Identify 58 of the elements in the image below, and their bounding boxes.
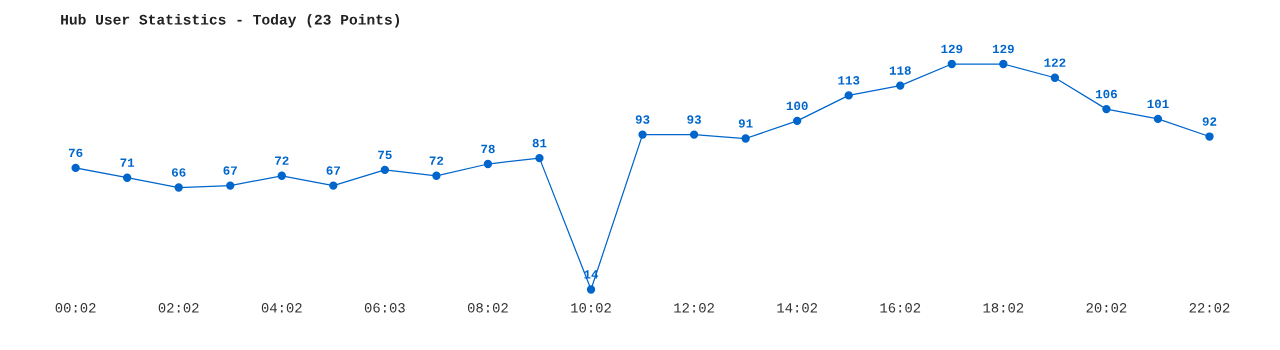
data-label: 100 [786,101,808,111]
data-label: 81 [532,138,547,148]
data-label: 75 [378,150,392,160]
data-label: 71 [120,158,135,167]
point [947,59,956,69]
data-label: 76 [68,148,83,158]
point [689,130,699,139]
point [277,171,286,180]
point [1050,73,1060,82]
data-label: 122 [1044,58,1066,67]
x-tick-label: 22:02 [1189,303,1230,313]
x-tick-label: 18:02 [983,303,1024,313]
data-label: 113 [838,76,860,85]
point [844,91,853,100]
x-tick-label: 06:03 [364,303,405,313]
data-label: 129 [992,44,1014,54]
x-tick-label: 08:02 [467,303,508,313]
point [432,171,441,180]
data-label: 129 [941,44,963,54]
data-label: 106 [1096,89,1117,99]
point [1205,132,1214,141]
x-tick-label: 16:02 [880,303,921,313]
x-tick-label: 00:02 [55,303,96,313]
data-label: 118 [889,66,911,75]
point [122,173,132,182]
chart-title: Hub User Statistics - Today (23 Points) [61,13,400,28]
x-tick-label: 02:02 [158,303,199,313]
point [638,130,647,139]
point [1153,114,1163,124]
point [586,285,596,294]
data-label: 72 [275,156,289,165]
x-tick-label: 04:02 [261,303,302,313]
point [71,163,80,173]
data-label: 78 [481,144,495,154]
x-tick-label: 14:02 [777,303,818,313]
point [793,116,802,126]
x-tick-label: 12:02 [674,303,714,313]
point [741,134,750,143]
data-label: 67 [326,166,340,175]
point [896,81,905,90]
point [1102,104,1111,114]
point [380,165,390,175]
data-label: 92 [1202,117,1217,126]
data-label: 72 [429,156,444,165]
point [329,181,338,190]
point [535,153,544,163]
data-label: 93 [687,115,701,124]
data-label: 66 [171,168,186,177]
x-tick-label: 10:02 [571,303,611,313]
point [226,181,235,190]
point [174,183,183,192]
data-label: 91 [738,119,753,128]
point [483,159,493,169]
data-label: 67 [223,166,237,175]
point [999,59,1008,69]
x-tick-label: 20:02 [1086,303,1127,313]
data-label: 101 [1147,99,1169,109]
data-label: 93 [635,115,650,124]
